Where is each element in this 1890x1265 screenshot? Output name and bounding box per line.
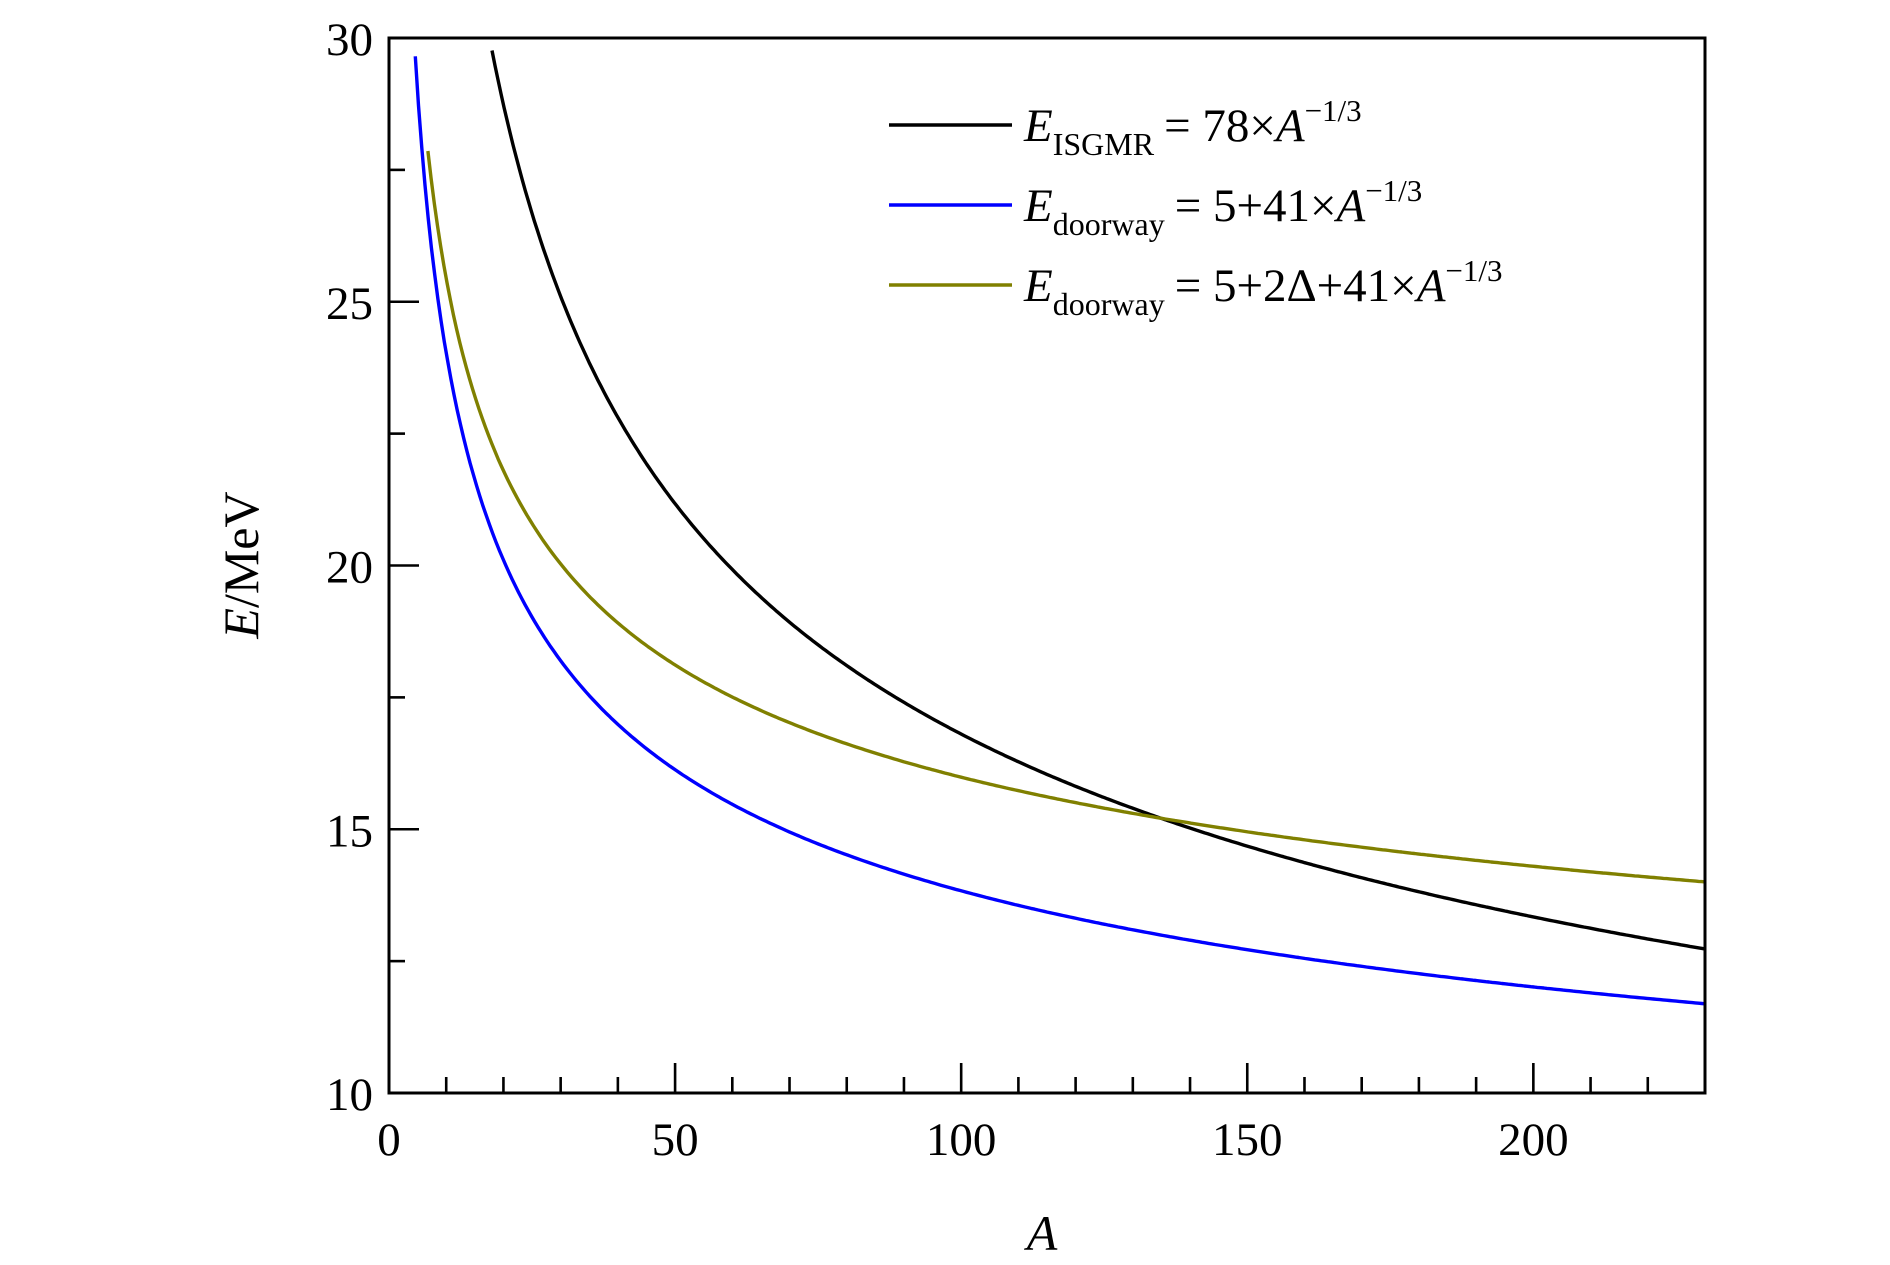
legend-label-doorway-delta: Edoorway = 5+2Δ+41×A−1/3 <box>1023 253 1503 322</box>
y-tick-label: 15 <box>326 805 373 857</box>
tick-labels: 0 50 100 150 200 10 15 20 25 30 <box>326 14 1569 1166</box>
plot-lines <box>413 50 1705 1006</box>
axis-ticks <box>387 36 1707 1095</box>
legend-label-doorway: Edoorway = 5+41×A−1/3 <box>1023 173 1422 242</box>
y-axis-title: E/MeV <box>213 491 269 639</box>
legend-label-isgmr: EISGMR = 78×A−1/3 <box>1023 93 1362 162</box>
series-line-doorway-delta <box>426 150 1705 884</box>
series-line-doorway <box>413 56 1705 1006</box>
x-axis-title: A <box>1024 1205 1058 1261</box>
y-tick-label: 30 <box>326 14 373 66</box>
x-tick-label: 50 <box>652 1114 699 1166</box>
legend: EISGMR = 78×A−1/3 Edoorway = 5+41×A−1/3 Edoo… <box>889 93 1503 322</box>
x-tick-label: 200 <box>1498 1114 1569 1166</box>
x-tick-label: 100 <box>926 1114 997 1166</box>
x-tick-label: 0 <box>377 1114 401 1166</box>
x-tick-label: 150 <box>1212 1114 1283 1166</box>
y-tick-label: 20 <box>326 542 373 594</box>
y-tick-label: 25 <box>326 278 373 330</box>
y-tick-label: 10 <box>326 1069 373 1121</box>
series-line-isgmr <box>490 50 1705 951</box>
